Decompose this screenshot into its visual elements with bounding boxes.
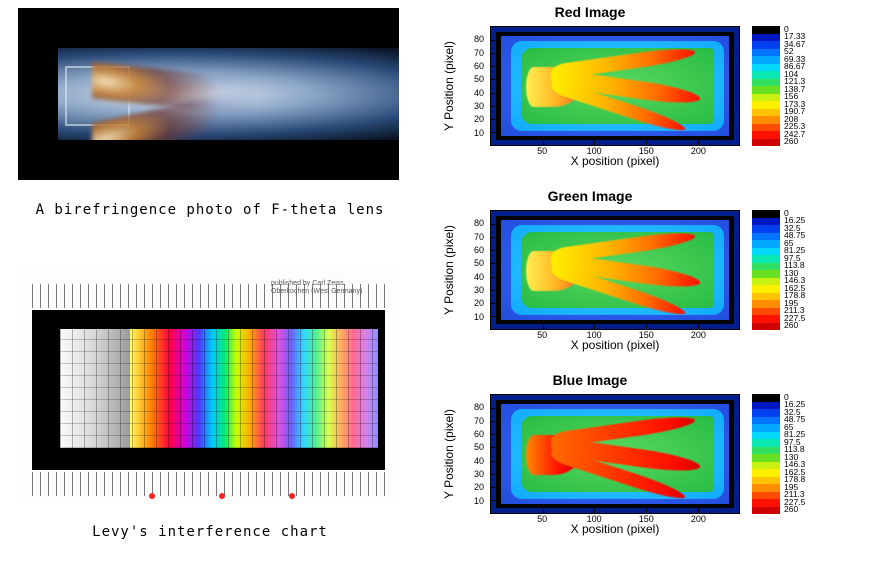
page-root: A birefringence photo of F-theta lens pu… (0, 0, 874, 564)
levy-caption: Levy's interference chart (0, 524, 420, 540)
x-axis-label: X position (pixel) (490, 522, 740, 536)
y-axis-label: Y Position (pixel) (442, 26, 456, 146)
levy-spectrum (60, 329, 378, 447)
y-ticks: 1020304050607080 (460, 26, 486, 146)
x-axis-label: X position (pixel) (490, 154, 740, 168)
contour-plot-green-image: Green Image Y Position (pixel) X position … (440, 188, 860, 366)
axes-area (490, 26, 740, 146)
plot-title: Green Image (440, 188, 740, 204)
levy-grid-overlay (60, 329, 378, 447)
right-column: Red Image Y Position (pixel) X position (p… (420, 0, 874, 564)
birefringence-lens-body (58, 48, 399, 140)
y-ticks: 1020304050607080 (460, 210, 486, 330)
levy-marker-dot (289, 493, 295, 499)
colorbar-labels: 016.2532.548.756581.2597.5113.8130146.31… (784, 394, 824, 514)
x-ticks: 50100150200 (490, 146, 740, 156)
x-ticks: 50100150200 (490, 514, 740, 524)
levy-publisher-note: published by Carl Zeiss, Oberkochen (Wes… (271, 280, 381, 296)
left-column: A birefringence photo of F-theta lens pu… (0, 0, 420, 564)
levy-chart-frame (32, 310, 385, 470)
x-ticks: 50100150200 (490, 330, 740, 340)
axes-area (490, 394, 740, 514)
levy-ticks-bottom (32, 472, 385, 496)
axes-area (490, 210, 740, 330)
birefringence-caption: A birefringence photo of F-theta lens (0, 202, 420, 218)
contour-plot-blue-image: Blue Image Y Position (pixel) X position (… (440, 372, 860, 550)
y-ticks: 1020304050607080 (460, 394, 486, 514)
colorbar-labels: 016.2532.548.756581.2597.5113.8130146.31… (784, 210, 824, 330)
colorbar (752, 26, 780, 146)
levy-marker-dot (149, 493, 155, 499)
plot-title: Blue Image (440, 372, 740, 388)
levy-chart: published by Carl Zeiss, Oberkochen (Wes… (18, 270, 399, 504)
x-axis-label: X position (pixel) (490, 338, 740, 352)
plot-title: Red Image (440, 4, 740, 20)
y-axis-label: Y Position (pixel) (442, 210, 456, 330)
y-axis-label: Y Position (pixel) (442, 394, 456, 514)
colorbar (752, 210, 780, 330)
colorbar-labels: 017.3334.675269.3386.67104121.3138.71561… (784, 26, 824, 146)
colorbar (752, 394, 780, 514)
levy-marker-dot (219, 493, 225, 499)
contour-plot-red-image: Red Image Y Position (pixel) X position (p… (440, 4, 860, 182)
birefringence-photo (18, 8, 399, 180)
